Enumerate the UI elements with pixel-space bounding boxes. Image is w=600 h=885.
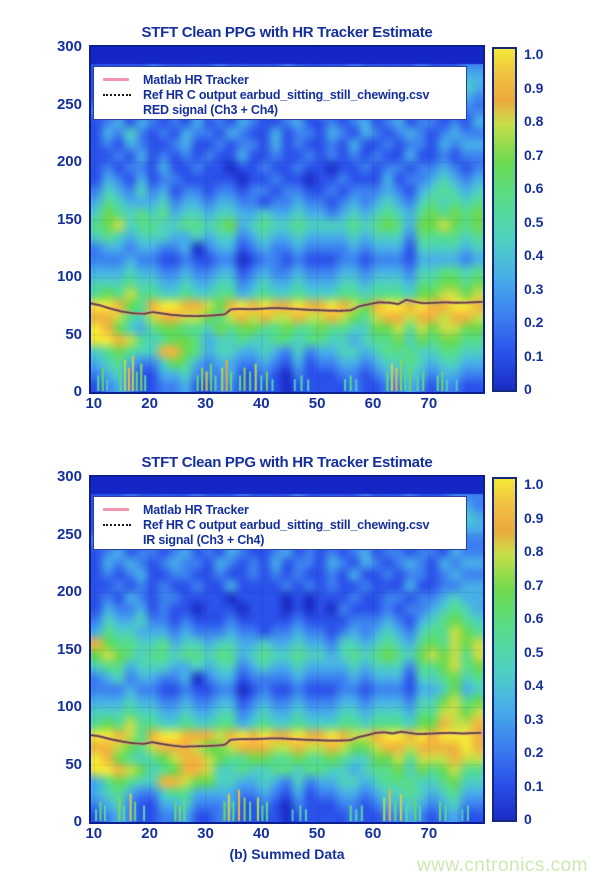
- x-tick-label: 20: [141, 395, 158, 412]
- colorbar-tick-label: 0.7: [524, 576, 544, 593]
- legend-box: Matlab HR Tracker Ref HR C output earbud…: [93, 496, 467, 550]
- colorbar-tick-label: 0.1: [524, 347, 544, 364]
- x-tick-label: 60: [364, 825, 382, 842]
- legend-label: IR signal (Ch3 + Ch4): [143, 532, 265, 547]
- colorbar-tick-label: 0: [524, 811, 532, 827]
- x-tick-label: 60: [364, 395, 382, 412]
- colorbar-tick-label: 0.5: [524, 643, 544, 660]
- colorbar-tick-label: 0.6: [524, 610, 544, 626]
- x-tick-label: 20: [141, 825, 158, 842]
- x-tick-label: 30: [197, 395, 214, 412]
- colorbar-tick-label: 0.9: [524, 509, 544, 526]
- x-tick-label: 40: [252, 395, 270, 412]
- colorbar-tick-label: 0.8: [524, 543, 544, 559]
- colorbar-tick-label: 0.2: [524, 314, 544, 330]
- y-tick-label: 50: [65, 325, 82, 343]
- y-tick-label: 150: [56, 210, 82, 228]
- spectrogram-panel-ir: STFT Clean PPG with HR Tracker Estimate …: [0, 430, 600, 860]
- chart-title: STFT Clean PPG with HR Tracker Estimate: [141, 454, 433, 471]
- colorbar: [492, 47, 517, 392]
- legend-label: Ref HR C output earbud_sitting_still_che…: [143, 517, 430, 532]
- colorbar-tick-label: 1.0: [524, 46, 544, 62]
- y-tick-label: 0: [73, 813, 82, 830]
- y-tick-label: 100: [56, 268, 82, 285]
- colorbar-tick-label: 0.1: [524, 777, 544, 794]
- pink-line-swatch: [103, 78, 133, 81]
- legend-entry-ref-hr: Ref HR C output earbud_sitting_still_che…: [103, 87, 466, 102]
- legend-label: Ref HR C output earbud_sitting_still_che…: [143, 87, 430, 102]
- y-tick-label: 300: [56, 468, 82, 485]
- legend-entry-signal: RED signal (Ch3 + Ch4): [103, 102, 466, 117]
- y-tick-label: 250: [56, 525, 82, 543]
- colorbar-tick-label: 0.5: [524, 213, 544, 230]
- legend-entry-signal: IR signal (Ch3 + Ch4): [103, 532, 466, 547]
- figure-caption: (b) Summed Data: [229, 846, 345, 862]
- y-tick-label: 250: [56, 95, 82, 113]
- colorbar-tick-label: 0.8: [524, 113, 544, 129]
- colorbar-tick-label: 0.4: [524, 247, 544, 263]
- legend-label: Matlab HR Tracker: [143, 72, 249, 87]
- x-tick-label: 70: [420, 825, 438, 842]
- colorbar-tick-label: 0.2: [524, 744, 544, 760]
- y-tick-label: 150: [56, 640, 82, 658]
- spectrogram-panel-red: STFT Clean PPG with HR Tracker Estimate …: [0, 0, 600, 430]
- y-tick-label: 200: [56, 583, 82, 600]
- legend-box: Matlab HR Tracker Ref HR C output earbud…: [93, 66, 467, 120]
- x-tick-label: 40: [252, 825, 270, 842]
- colorbar-tick-label: 0.9: [524, 79, 544, 96]
- colorbar-tick-label: 0.6: [524, 180, 544, 196]
- y-tick-label: 200: [56, 153, 82, 170]
- chart-title: STFT Clean PPG with HR Tracker Estimate: [141, 24, 433, 41]
- pink-line-swatch: [103, 508, 133, 511]
- x-tick-label: 50: [308, 395, 326, 412]
- x-tick-label: 70: [420, 395, 438, 412]
- y-tick-label: 0: [73, 383, 82, 400]
- y-tick-label: 100: [56, 698, 82, 715]
- legend-label: RED signal (Ch3 + Ch4): [143, 102, 278, 117]
- legend-entry-matlab-tracker: Matlab HR Tracker: [103, 502, 466, 517]
- x-tick-label: 10: [85, 825, 103, 842]
- legend-label: Matlab HR Tracker: [143, 502, 249, 517]
- colorbar-tick-label: 1.0: [524, 476, 544, 492]
- legend-entry-ref-hr: Ref HR C output earbud_sitting_still_che…: [103, 517, 466, 532]
- y-tick-label: 50: [65, 755, 82, 773]
- colorbar-tick-label: 0.3: [524, 280, 544, 297]
- colorbar: [492, 477, 517, 822]
- dotted-line-swatch: [103, 93, 133, 96]
- legend-entry-matlab-tracker: Matlab HR Tracker: [103, 72, 466, 87]
- x-tick-label: 50: [308, 825, 326, 842]
- dotted-line-swatch: [103, 523, 133, 526]
- colorbar-tick-label: 0.4: [524, 677, 544, 693]
- colorbar-tick-label: 0: [524, 381, 532, 397]
- x-tick-label: 30: [197, 825, 214, 842]
- y-tick-label: 300: [56, 38, 82, 55]
- x-tick-label: 10: [85, 395, 103, 412]
- colorbar-tick-label: 0.7: [524, 146, 544, 163]
- colorbar-tick-label: 0.3: [524, 710, 544, 727]
- watermark-text: www.cntronics.com: [416, 855, 588, 876]
